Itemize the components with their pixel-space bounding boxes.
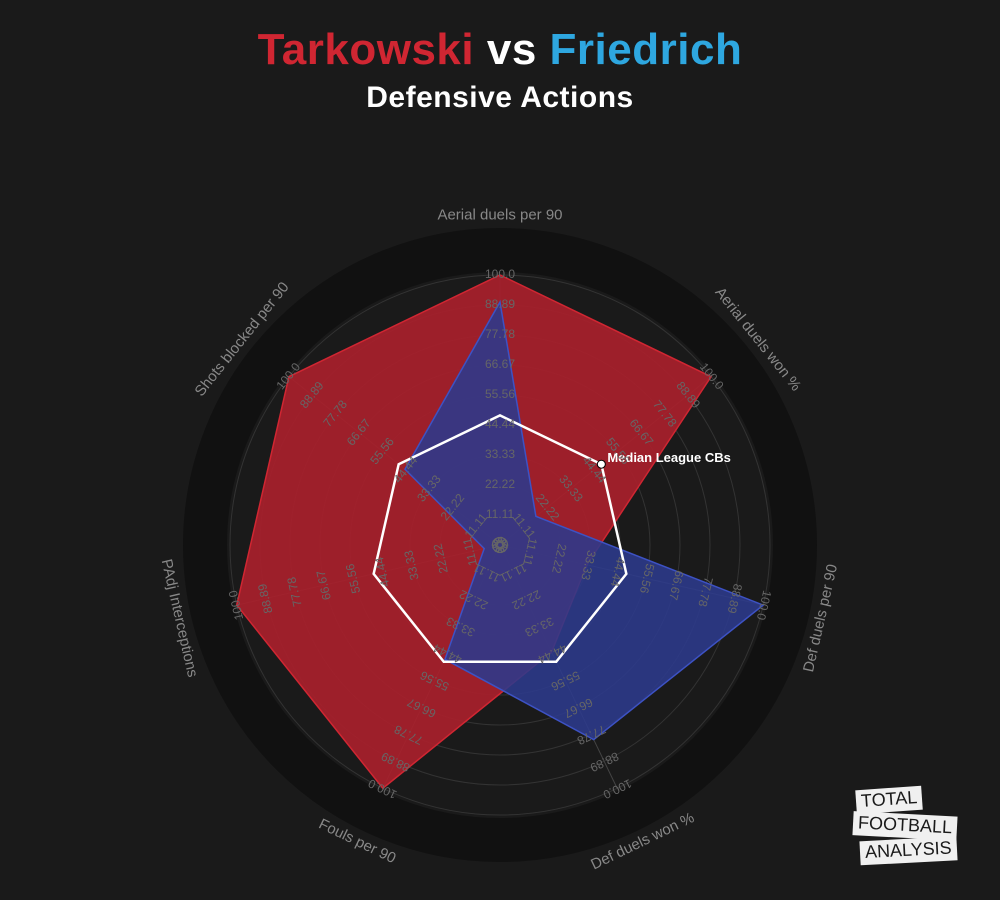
svg-text:100.0: 100.0 xyxy=(485,267,515,281)
svg-text:Aerial duels per 90: Aerial duels per 90 xyxy=(437,207,562,224)
radar-chart: Median League CBs0.011.1122.2233.3344.44… xyxy=(0,115,1000,875)
player1-name: Tarkowski xyxy=(258,25,474,74)
svg-text:77.78: 77.78 xyxy=(485,327,515,341)
logo-line1: TOTAL xyxy=(855,786,923,814)
chart-subtitle: Defensive Actions xyxy=(0,81,1000,115)
svg-text:88.89: 88.89 xyxy=(485,297,515,311)
vs-text: vs xyxy=(487,25,537,74)
logo-line2: FOOTBALL xyxy=(852,811,957,840)
svg-text:66.67: 66.67 xyxy=(485,357,515,371)
svg-text:22.22: 22.22 xyxy=(485,477,515,491)
player2-name: Friedrich xyxy=(550,25,743,74)
chart-title-block: Tarkowski vs Friedrich Defensive Actions xyxy=(0,0,1000,115)
svg-text:44.44: 44.44 xyxy=(485,417,515,431)
svg-text:55.56: 55.56 xyxy=(485,387,515,401)
logo-line3: ANALYSIS xyxy=(859,837,957,866)
svg-text:33.33: 33.33 xyxy=(485,447,515,461)
svg-text:88.89: 88.89 xyxy=(588,749,621,775)
chart-title: Tarkowski vs Friedrich xyxy=(0,25,1000,75)
brand-logo: TOTAL FOOTBALL ANALYSIS xyxy=(856,788,960,865)
